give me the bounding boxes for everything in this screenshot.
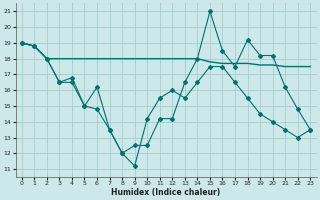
X-axis label: Humidex (Indice chaleur): Humidex (Indice chaleur): [111, 188, 221, 197]
